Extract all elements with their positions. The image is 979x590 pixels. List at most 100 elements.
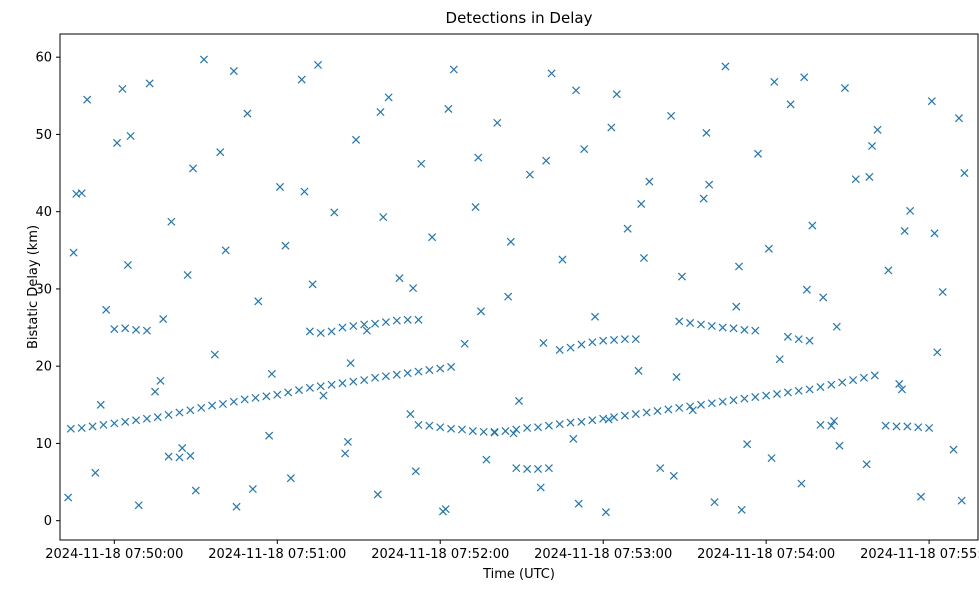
data-point — [294, 386, 304, 395]
data-point — [753, 149, 763, 158]
data-point — [474, 153, 483, 162]
data-point — [569, 434, 578, 443]
data-point — [479, 427, 488, 436]
data-point — [349, 321, 358, 331]
data-point — [645, 177, 654, 186]
x-axis-label: Time (UTC) — [482, 567, 555, 582]
y-axis: 0 10 20 30 40 50 60 — [35, 51, 60, 529]
data-point — [142, 414, 151, 423]
data-point — [327, 380, 336, 389]
data-point — [533, 464, 543, 473]
data-point — [539, 338, 548, 348]
plot-frame — [59, 33, 979, 541]
data-point — [631, 410, 640, 419]
data-point — [721, 62, 730, 71]
data-point — [197, 403, 206, 412]
data-point — [153, 413, 162, 422]
data-point — [362, 326, 371, 335]
data-point — [468, 427, 477, 436]
data-point — [637, 199, 646, 208]
data-point — [132, 325, 141, 334]
data-point — [577, 417, 586, 426]
data-point — [425, 366, 434, 375]
data-point — [102, 305, 111, 314]
data-point — [740, 325, 749, 334]
data-point — [718, 323, 727, 332]
data-point — [96, 400, 105, 409]
data-point — [151, 387, 160, 396]
data-point — [126, 131, 135, 140]
data-point — [555, 345, 564, 354]
data-point — [360, 320, 369, 329]
data-point — [533, 423, 543, 432]
data-point — [892, 422, 901, 431]
data-point — [897, 385, 906, 394]
data-point — [805, 336, 814, 345]
data-point — [123, 260, 132, 270]
data-point — [819, 293, 828, 302]
data-point — [675, 317, 684, 326]
data-point — [316, 328, 325, 337]
data-point — [471, 203, 480, 212]
y-axis-label: Bistatic Delay (km) — [26, 225, 41, 349]
data-point — [514, 396, 524, 405]
data-point — [395, 274, 404, 283]
data-point — [436, 423, 445, 432]
data-point — [830, 417, 839, 426]
x-tick-label: 2024-11-18 07:53:00 — [534, 547, 672, 562]
data-point — [414, 315, 423, 324]
data-point — [903, 422, 912, 431]
data-point — [341, 449, 350, 458]
data-point — [577, 340, 586, 349]
data-point — [667, 111, 676, 120]
y-tick-label: 20 — [35, 360, 52, 375]
data-point — [838, 378, 847, 387]
data-point — [183, 271, 192, 280]
data-point — [620, 411, 629, 420]
data-point — [346, 359, 355, 368]
data-point — [243, 109, 252, 118]
data-point — [66, 424, 75, 433]
data-point — [411, 467, 420, 476]
data-point — [175, 453, 184, 462]
data-point — [482, 455, 491, 464]
data-point — [88, 422, 97, 431]
data-point — [859, 373, 868, 382]
data-point — [558, 255, 567, 264]
x-tick-label: 2024-11-18 07:50:00 — [45, 547, 183, 562]
data-point — [436, 364, 445, 373]
data-point — [178, 444, 187, 453]
data-point — [493, 118, 502, 127]
data-point — [512, 464, 521, 473]
data-point — [802, 285, 811, 294]
data-point — [642, 408, 651, 417]
y-tick-label: 10 — [35, 437, 52, 452]
data-point — [417, 159, 426, 168]
y-tick-label: 60 — [35, 51, 52, 66]
y-tick-label: 50 — [35, 128, 52, 143]
data-point — [604, 415, 613, 424]
data-point — [555, 420, 564, 429]
data-point — [656, 464, 665, 473]
data-point — [156, 376, 165, 385]
data-point — [808, 221, 817, 230]
data-point — [69, 248, 78, 257]
data-point — [392, 316, 401, 325]
data-point — [338, 379, 347, 388]
data-point — [428, 233, 437, 242]
data-point — [300, 187, 309, 196]
data-point — [623, 224, 632, 233]
data-point — [566, 343, 575, 352]
data-point — [191, 486, 200, 495]
data-point — [677, 272, 686, 281]
data-point — [142, 326, 151, 335]
data-point — [313, 60, 323, 69]
data-point — [767, 454, 776, 463]
data-point — [83, 95, 92, 104]
data-point — [751, 326, 760, 335]
data-point — [536, 483, 545, 492]
data-point — [504, 292, 513, 301]
data-point — [216, 148, 225, 157]
data-point — [232, 502, 241, 511]
